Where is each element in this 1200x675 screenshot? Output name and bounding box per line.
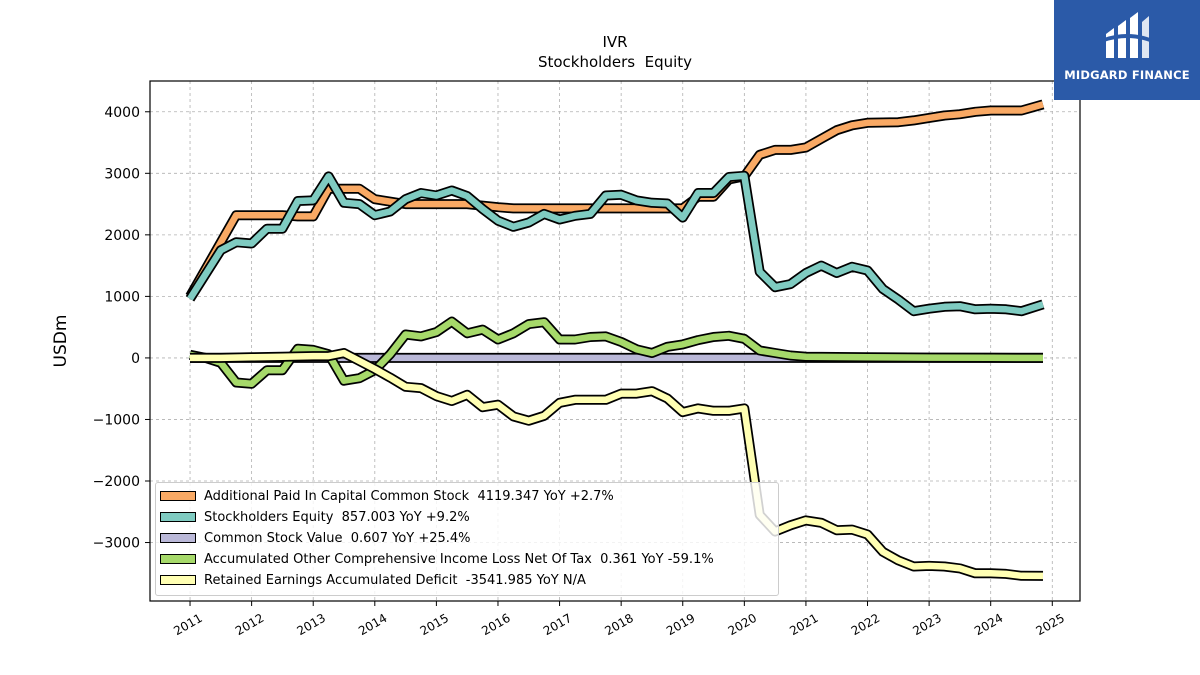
x-tick-label: 2019 — [664, 611, 697, 638]
y-axis-label: USDm — [51, 315, 71, 368]
series-line — [187, 172, 1044, 315]
legend-item: Common Stock Value 0.607 YoY +25.4% — [160, 528, 471, 548]
y-tick-label: 1000 — [104, 289, 140, 305]
x-tick-label: 2011 — [171, 611, 204, 638]
series-1 — [185, 170, 1045, 317]
x-tick-label: 2012 — [233, 611, 266, 638]
legend-swatch — [160, 533, 196, 543]
legend-label: Additional Paid In Capital Common Stock … — [204, 488, 614, 504]
legend-swatch — [160, 575, 196, 585]
legend-label: Common Stock Value 0.607 YoY +25.4% — [204, 530, 471, 546]
x-tick-label: 2020 — [726, 611, 759, 638]
x-tick-label: 2023 — [910, 611, 943, 638]
plot-frame — [149, 80, 1081, 602]
y-tick-label: 0 — [131, 351, 140, 367]
x-tick-label: 2018 — [602, 611, 635, 638]
brand-logo: MIDGARD FINANCE — [1054, 0, 1200, 100]
chart-title: IVR — [602, 33, 627, 51]
series-4 — [190, 348, 1044, 581]
legend-label: Stockholders Equity 857.003 YoY +9.2% — [204, 509, 470, 525]
series-3 — [189, 316, 1044, 389]
y-ticks: 4000 3000 2000 1000 0 −1000 −2000 −3000 — [93, 105, 150, 552]
legend-item: Additional Paid In Capital Common Stock … — [160, 486, 614, 506]
x-tick-label: 2024 — [972, 611, 1005, 638]
x-tick-label: 2021 — [787, 611, 820, 638]
x-tick-label: 2022 — [849, 611, 882, 638]
legend-swatch — [160, 512, 196, 522]
y-tick-label: 2000 — [104, 228, 140, 244]
series-line — [190, 349, 1044, 580]
y-tick-label: −1000 — [93, 412, 140, 428]
logo-text: MIDGARD FINANCE — [1064, 68, 1190, 82]
x-ticks: 2011 2012 2013 2014 2015 2016 2017 2018 2019 2020… — [171, 601, 1067, 638]
x-tick-label: 2025 — [1034, 611, 1067, 638]
x-tick-label: 2017 — [541, 611, 574, 638]
y-tick-label: −2000 — [93, 474, 140, 490]
series-layer — [185, 99, 1045, 581]
legend-swatch — [160, 554, 196, 564]
logo-mark-icon — [1104, 12, 1150, 58]
x-tick-label: 2014 — [356, 611, 389, 638]
y-tick-label: −3000 — [93, 536, 140, 552]
chart-subtitle: Stockholders Equity — [538, 53, 692, 71]
legend-item: Stockholders Equity 857.003 YoY +9.2% — [160, 507, 470, 527]
series-line — [189, 318, 1044, 388]
y-tick-label: 4000 — [104, 105, 140, 121]
legend-label: Retained Earnings Accumulated Deficit -3… — [204, 572, 586, 588]
x-tick-label: 2016 — [479, 611, 512, 638]
legend: Additional Paid In Capital Common Stock … — [155, 482, 779, 596]
legend-item: Accumulated Other Comprehensive Income L… — [160, 549, 714, 569]
legend-swatch — [160, 491, 196, 501]
legend-label: Accumulated Other Comprehensive Income L… — [204, 551, 714, 567]
x-tick-label: 2013 — [294, 611, 327, 638]
y-tick-label: 3000 — [104, 166, 140, 182]
x-tick-label: 2015 — [418, 611, 451, 638]
legend-item: Retained Earnings Accumulated Deficit -3… — [160, 570, 586, 590]
